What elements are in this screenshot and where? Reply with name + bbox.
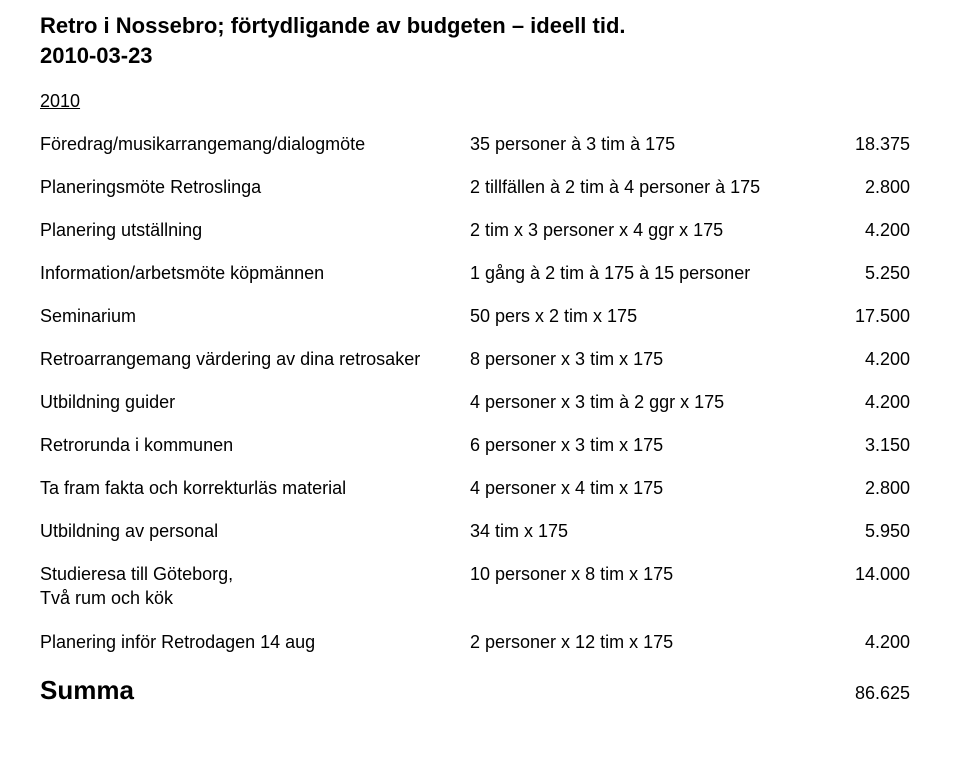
- budget-row: Utbildning guider4 personer x 3 tim à 2 …: [40, 392, 920, 413]
- row-value: 3.150: [825, 435, 910, 456]
- row-studieresa: Studieresa till Göteborg, 10 personer x …: [40, 564, 920, 585]
- row-desc: 10 personer x 8 tim x 175: [470, 564, 825, 585]
- budget-row: Retrorunda i kommunen6 personer x 3 tim …: [40, 435, 920, 456]
- budget-row: Föredrag/musikarrangemang/dialogmöte35 p…: [40, 134, 920, 155]
- budget-row: Planering utställning2 tim x 3 personer …: [40, 220, 920, 241]
- row-desc: 35 personer à 3 tim à 175: [470, 134, 825, 155]
- summa-row: Summa 86.625: [40, 675, 920, 706]
- row-value: 4.200: [825, 392, 910, 413]
- page-year: 2010: [40, 91, 920, 112]
- row-desc: 2 personer x 12 tim x 175: [470, 632, 825, 653]
- row-label: Planering inför Retrodagen 14 aug: [40, 632, 470, 653]
- document-page: Retro i Nossebro; förtydligande av budge…: [0, 0, 960, 726]
- row-value: 5.950: [825, 521, 910, 542]
- budget-row: Utbildning av personal34 tim x 1755.950: [40, 521, 920, 542]
- row-value: 14.000: [825, 564, 910, 585]
- row-label: Information/arbetsmöte köpmännen: [40, 263, 470, 284]
- row-label: Retroarrangemang värdering av dina retro…: [40, 349, 470, 370]
- row-desc: 4 personer x 4 tim x 175: [470, 478, 825, 499]
- row-label: Planering utställning: [40, 220, 470, 241]
- row-value: 4.200: [825, 220, 910, 241]
- row-sublabel: Två rum och kök: [40, 587, 920, 610]
- row-value: 4.200: [825, 632, 910, 653]
- row-label: Planeringsmöte Retroslinga: [40, 177, 470, 198]
- row-label: Retrorunda i kommunen: [40, 435, 470, 456]
- row-label: Ta fram fakta och korrekturläs material: [40, 478, 470, 499]
- row-value: 2.800: [825, 177, 910, 198]
- row-desc: 6 personer x 3 tim x 175: [470, 435, 825, 456]
- budget-rows: Föredrag/musikarrangemang/dialogmöte35 p…: [40, 134, 920, 542]
- row-label: Seminarium: [40, 306, 470, 327]
- row-value: 17.500: [825, 306, 910, 327]
- row-label: Studieresa till Göteborg,: [40, 564, 470, 585]
- row-value: 4.200: [825, 349, 910, 370]
- budget-row: Seminarium50 pers x 2 tim x 17517.500: [40, 306, 920, 327]
- row-value: 2.800: [825, 478, 910, 499]
- summa-label: Summa: [40, 675, 470, 706]
- row-desc: 2 tim x 3 personer x 4 ggr x 175: [470, 220, 825, 241]
- budget-row: Information/arbetsmöte köpmännen1 gång à…: [40, 263, 920, 284]
- row-desc: 2 tillfällen à 2 tim à 4 personer à 175: [470, 177, 825, 198]
- row-label: Föredrag/musikarrangemang/dialogmöte: [40, 134, 470, 155]
- row-desc: 1 gång à 2 tim à 175 à 15 personer: [470, 263, 825, 284]
- row-desc: 8 personer x 3 tim x 175: [470, 349, 825, 370]
- row-label: Utbildning guider: [40, 392, 470, 413]
- row-value: 5.250: [825, 263, 910, 284]
- budget-row: Ta fram fakta och korrekturläs material4…: [40, 478, 920, 499]
- row-label: Utbildning av personal: [40, 521, 470, 542]
- budget-row: Retroarrangemang värdering av dina retro…: [40, 349, 920, 370]
- row-desc: 50 pers x 2 tim x 175: [470, 306, 825, 327]
- row-desc: 4 personer x 3 tim à 2 ggr x 175: [470, 392, 825, 413]
- row-value: 18.375: [825, 134, 910, 155]
- row-last: Planering inför Retrodagen 14 aug 2 pers…: [40, 632, 920, 653]
- page-date: 2010-03-23: [40, 43, 920, 69]
- budget-row: Planeringsmöte Retroslinga2 tillfällen à…: [40, 177, 920, 198]
- summa-value: 86.625: [825, 683, 910, 704]
- row-desc: 34 tim x 175: [470, 521, 825, 542]
- page-title: Retro i Nossebro; förtydligande av budge…: [40, 12, 920, 41]
